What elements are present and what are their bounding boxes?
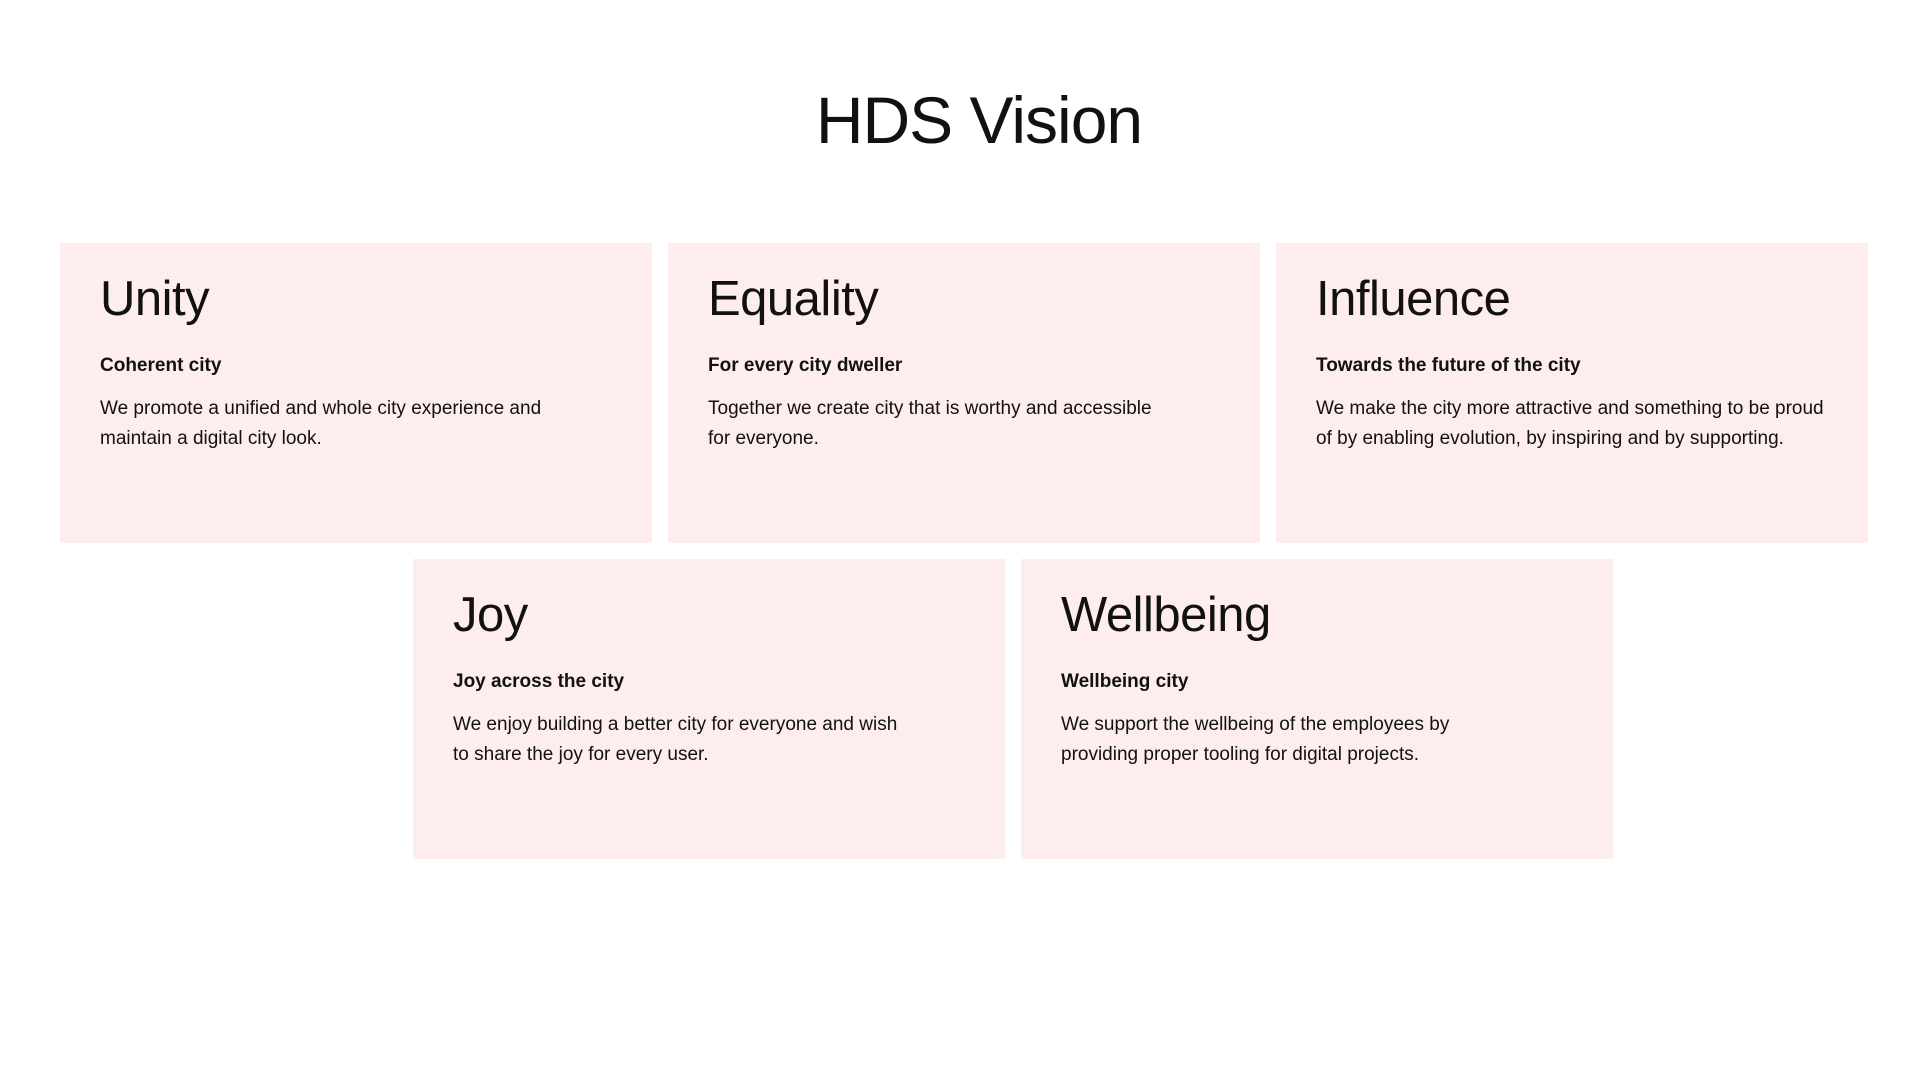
card-text: We enjoy building a better city for ever… [453,713,898,765]
card-influence: Influence Towards the future of the city… [1276,243,1868,543]
card-subtitle: Wellbeing city [1061,670,1189,692]
card-text: Together we create city that is worthy a… [708,397,1152,449]
card-title: Joy [453,588,528,642]
card-subtitle: For every city dweller [708,354,903,376]
card-subtitle: Towards the future of the city [1316,354,1581,376]
page-title: HDS Vision [815,83,1143,157]
card-text: We promote a unified and whole city expe… [100,397,542,449]
card-unity: Unity Coherent city We promote a unified… [60,243,652,543]
card-title: Influence [1316,272,1511,326]
card-title: Wellbeing [1061,588,1271,642]
card-text: We make the city more attractive and som… [1316,397,1824,449]
card-joy: Joy Joy across the city We enjoy buildin… [413,559,1005,859]
card-equality: Equality For every city dweller Together… [668,243,1260,543]
card-subtitle: Joy across the city [453,670,625,692]
card-title: Equality [708,272,879,326]
card-subtitle: Coherent city [100,354,222,376]
card-title: Unity [100,272,210,326]
card-text: We support the wellbeing of the employee… [1061,713,1450,765]
card-wellbeing: Wellbeing Wellbeing city We support the … [1021,559,1613,859]
